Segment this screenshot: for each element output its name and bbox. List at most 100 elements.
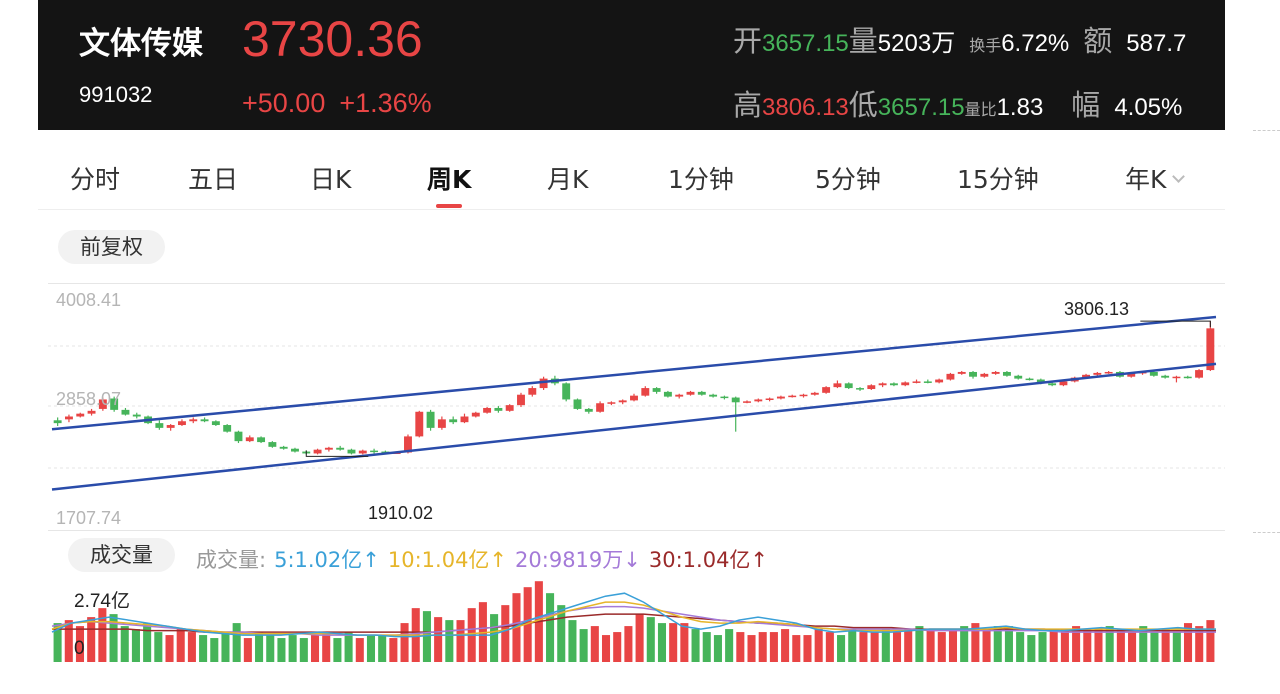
active-tab-indicator <box>436 204 463 208</box>
tab-1min[interactable]: 1分钟 <box>668 165 734 194</box>
volume-bar <box>960 626 969 662</box>
candle-body <box>686 391 695 395</box>
volume-bar <box>333 638 342 662</box>
tab-yearly-k[interactable]: 年K <box>1125 160 1186 196</box>
volume-bar <box>456 620 465 662</box>
turnover-value: 6.72% <box>1001 30 1070 57</box>
volume-bar <box>1072 626 1081 662</box>
candle-body <box>1014 375 1023 379</box>
candle-body <box>562 383 571 400</box>
tab-15min[interactable]: 15分钟 <box>957 165 1039 194</box>
volume-bar <box>310 635 320 662</box>
volume-bar <box>64 620 73 662</box>
high-value: 3806.13 <box>762 94 849 121</box>
candle-body <box>324 447 333 450</box>
volume-bar <box>613 632 622 662</box>
candle-body <box>1127 372 1136 377</box>
volume-bar <box>1027 635 1036 662</box>
candle-body <box>121 409 130 415</box>
volume-legend-title: 成交量: <box>196 548 267 572</box>
volume-bar <box>1128 632 1137 662</box>
volume-bar <box>322 632 331 662</box>
candle-body <box>110 398 119 410</box>
volume-bar <box>657 623 667 662</box>
candle-body <box>132 414 141 417</box>
volume-bar <box>870 632 879 662</box>
vol-ratio-value: 1.83 <box>996 94 1044 121</box>
volume-bar <box>199 635 208 662</box>
candle-body <box>1002 371 1011 376</box>
candle-body <box>596 403 605 412</box>
amount-value: 587.7 <box>1126 30 1187 57</box>
volume-chart[interactable]: 2.74亿 0 <box>48 578 1225 664</box>
low-label: 低 <box>848 88 878 122</box>
ma10-value: 10:1.04亿↑ <box>387 548 508 572</box>
period-tabs: 分时 五日 日K 周K 月K 1分钟 5分钟 15分钟 年K <box>38 146 1225 210</box>
candle-body <box>257 437 266 443</box>
y-tick-label-top: 4008.41 <box>56 290 122 310</box>
amplitude-value: 4.05% <box>1114 94 1183 121</box>
volume-bar <box>1206 620 1215 662</box>
volume-indicator-button[interactable]: 成交量 <box>68 538 175 572</box>
volume-bar <box>915 626 924 662</box>
amount-label: 额 <box>1083 24 1113 58</box>
ma30-value: 30:1.04亿↑ <box>648 548 769 572</box>
candle-body <box>268 442 277 447</box>
right-gutter <box>1225 0 1280 694</box>
volume-bar <box>635 614 644 662</box>
candle-body <box>810 392 819 395</box>
volume-svg <box>51 581 1216 662</box>
volume-bar <box>702 632 711 662</box>
volume-bar <box>154 632 163 662</box>
low-marker-line <box>305 450 369 457</box>
candle-body <box>630 395 638 401</box>
volume-bar <box>624 626 633 662</box>
tab-monthly-k[interactable]: 月K <box>547 165 589 194</box>
candle-body <box>675 394 684 397</box>
volume-bar <box>837 635 846 662</box>
volume-bar <box>859 632 868 662</box>
stat-row-open: 开3657.15量5203万 换手6.72% 额 587.7 <box>733 18 1186 60</box>
candle-body <box>607 402 616 404</box>
volume-label: 量 <box>848 24 878 58</box>
candle-body <box>584 408 593 412</box>
turnover-label: 换手 <box>969 36 1002 55</box>
candle-body <box>833 383 842 388</box>
volume-bar <box>87 617 96 662</box>
volume-bar <box>590 626 599 662</box>
ma20-volume-line <box>51 605 1216 636</box>
volume-bar <box>523 587 532 662</box>
volume-bar <box>792 635 801 662</box>
candle-body <box>528 388 537 395</box>
volume-bar <box>98 608 107 662</box>
candle-body <box>1048 383 1057 386</box>
candle-body <box>166 425 175 428</box>
volume-bar <box>210 638 219 662</box>
tab-intraday[interactable]: 分时 <box>70 165 121 194</box>
price-change: +50.00 +1.36% <box>242 88 432 119</box>
tab-daily-k[interactable]: 日K <box>310 165 352 194</box>
tab-yearly-k-label: 年K <box>1125 165 1167 194</box>
volume-bar <box>1094 629 1103 662</box>
candle-body <box>87 410 96 414</box>
tab-five-day[interactable]: 五日 <box>188 165 239 194</box>
high-marker-line <box>1140 320 1211 328</box>
adjust-mode-button[interactable]: 前复权 <box>58 230 165 264</box>
ma5-value: 5:1.02亿↑ <box>274 548 380 572</box>
candle-body <box>641 388 650 396</box>
left-gutter <box>0 0 38 694</box>
y-tick-label-mid: 2858.07 <box>56 389 122 409</box>
candle-body <box>923 381 932 383</box>
volume-bar <box>1049 629 1058 662</box>
candle-body <box>178 421 186 426</box>
volume-bar <box>1172 632 1181 662</box>
candlestick-chart[interactable]: 4008.41 2858.07 1707.74 1910.02 3806.13 <box>48 283 1225 531</box>
candle-body <box>336 447 345 450</box>
tab-5min[interactable]: 5分钟 <box>815 165 881 194</box>
volume-bar <box>646 617 655 662</box>
tab-weekly-k[interactable]: 周K <box>427 160 471 208</box>
volume-bar <box>725 629 734 662</box>
volume-bar <box>669 623 678 662</box>
candle-body <box>1161 375 1170 378</box>
candle-body <box>76 413 85 417</box>
